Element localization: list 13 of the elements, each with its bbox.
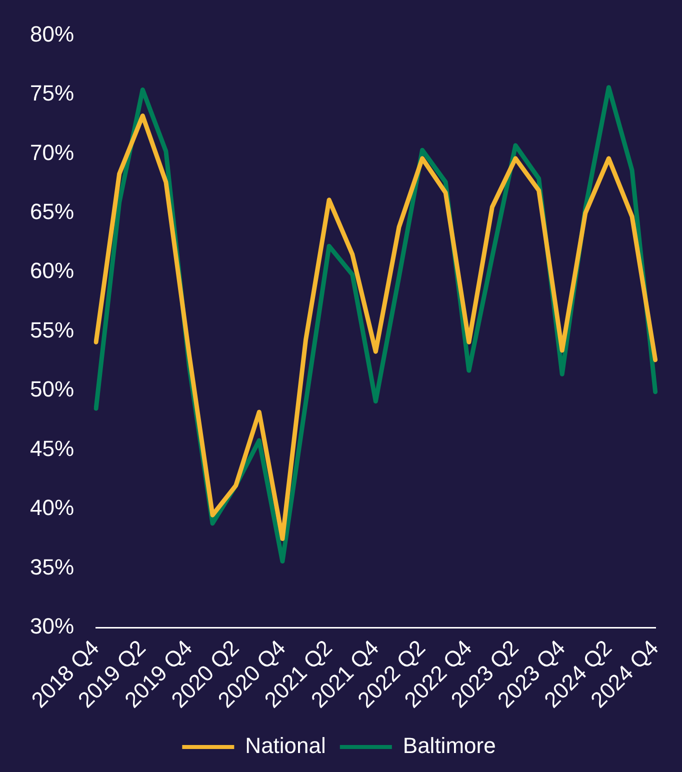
legend-label: Baltimore	[402, 733, 496, 758]
y-tick-label: 65%	[30, 199, 74, 224]
y-tick-label: 60%	[30, 258, 74, 284]
y-tick-label: 80%	[30, 21, 74, 46]
legend-label: National	[245, 733, 326, 758]
y-tick-label: 40%	[30, 495, 74, 520]
y-tick-label: 35%	[30, 554, 74, 580]
y-tick-label: 45%	[30, 436, 74, 461]
y-tick-label: 30%	[30, 614, 74, 639]
y-tick-label: 50%	[30, 376, 74, 402]
y-tick-label: 55%	[30, 317, 74, 342]
y-tick-label: 70%	[30, 140, 74, 165]
y-tick-label: 75%	[30, 80, 74, 106]
